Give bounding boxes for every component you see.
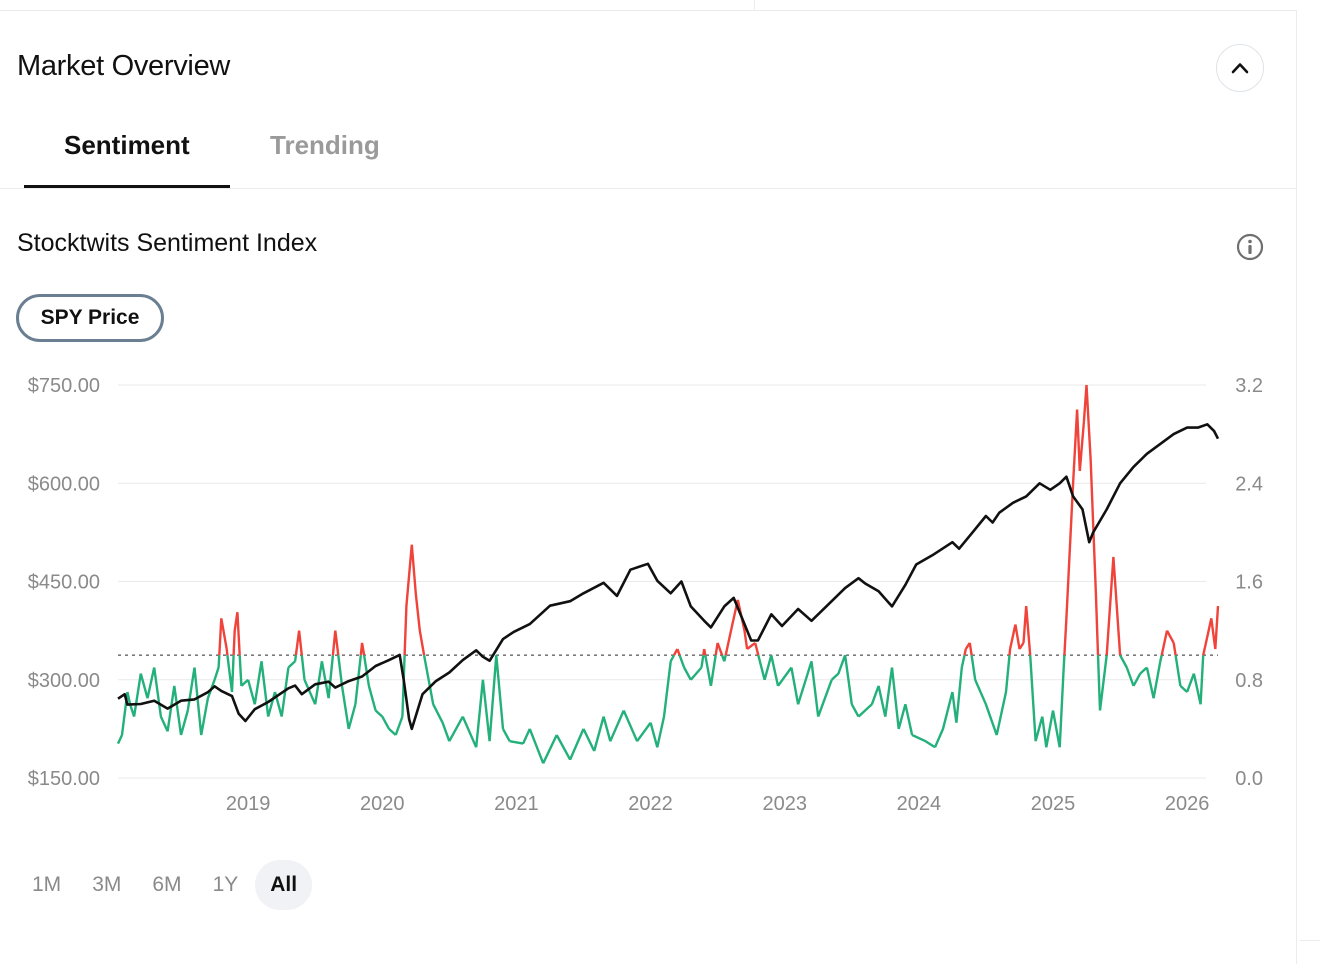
- range-1y-button[interactable]: 1Y: [212, 873, 239, 896]
- panel-title: Market Overview: [17, 50, 231, 82]
- range-1m-button[interactable]: 1M: [32, 873, 62, 896]
- x-axis-tick-label: 2026: [1165, 793, 1210, 815]
- right-axis-tick-label: 2.4: [1235, 473, 1263, 495]
- right-axis-tick-label: 0.0: [1235, 768, 1263, 790]
- left-axis-tick-label: $450.00: [28, 572, 100, 594]
- right-axis-tick-label: 1.6: [1235, 572, 1263, 594]
- panel-right-stub: [1300, 940, 1320, 941]
- range-6m-button[interactable]: 6M: [152, 873, 182, 896]
- info-icon[interactable]: [1236, 233, 1264, 261]
- x-axis-tick-label: 2019: [226, 793, 271, 815]
- chevron-up-icon: [1231, 63, 1249, 74]
- spy-price-toggle[interactable]: SPY Price: [16, 294, 164, 342]
- left-axis-tick-label: $750.00: [28, 375, 100, 397]
- tab-trending[interactable]: Trending: [270, 130, 380, 160]
- active-tab-indicator: [24, 185, 230, 188]
- section-title: Stocktwits Sentiment Index: [17, 229, 318, 257]
- spy-price-line: [117, 423, 1220, 731]
- panel-right-border: [1296, 10, 1297, 964]
- tab-bar: Sentiment Trending: [24, 118, 384, 188]
- sentiment-bullish-line: [116, 654, 1205, 764]
- x-axis-tick-label: 2021: [494, 793, 539, 815]
- x-axis-tick-label: 2022: [628, 793, 673, 815]
- x-axis-tick-label: 2025: [1031, 793, 1076, 815]
- time-range-selector: 1M 3M 6M 1Y All: [18, 860, 315, 910]
- top-divider-notch: [754, 0, 755, 10]
- right-axis-tick-label: 3.2: [1235, 375, 1263, 397]
- right-axis-tick-label: 0.8: [1235, 670, 1263, 692]
- tab-sentiment[interactable]: Sentiment: [64, 130, 190, 160]
- tabs-divider: [0, 188, 1296, 189]
- collapse-button[interactable]: [1216, 44, 1264, 92]
- sentiment-chart: $150.00 $300.00 $450.00 $600.00 $750.00 0.0 0.…: [28, 375, 1263, 815]
- left-axis-tick-label: $600.00: [28, 473, 100, 495]
- x-axis-tick-label: 2024: [897, 793, 942, 815]
- range-all-button[interactable]: All: [255, 860, 313, 910]
- range-3m-button[interactable]: 3M: [92, 873, 122, 896]
- x-axis-tick-label: 2020: [360, 793, 405, 815]
- left-axis-tick-label: $300.00: [28, 670, 100, 692]
- left-axis-tick-label: $150.00: [28, 768, 100, 790]
- sentiment-bearish-line: [218, 384, 1220, 656]
- top-border: [0, 10, 1296, 11]
- x-axis-tick-label: 2023: [762, 793, 807, 815]
